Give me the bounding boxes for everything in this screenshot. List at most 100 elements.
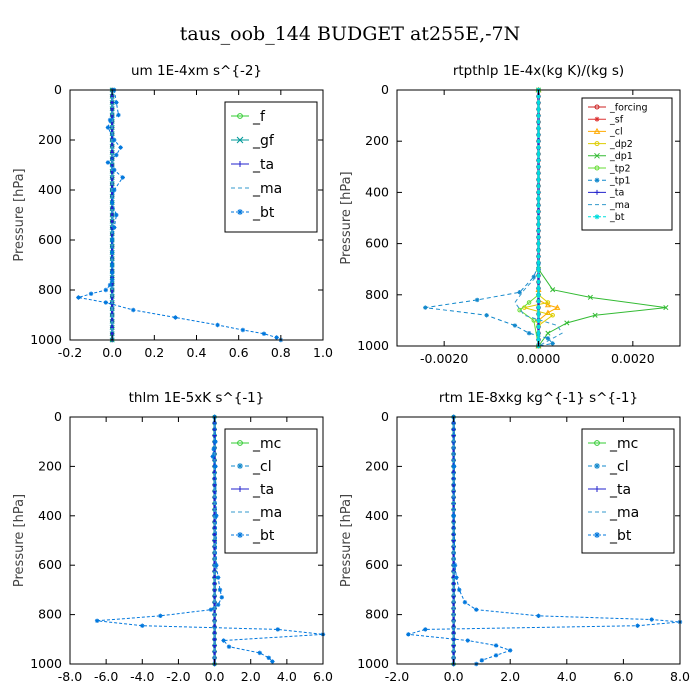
y-tick-label: 200 <box>38 132 62 147</box>
data-point <box>112 137 117 143</box>
data-point <box>215 322 220 328</box>
legend-marker <box>237 532 243 538</box>
y-tick-label: 0 <box>381 82 389 97</box>
y-tick-label: 200 <box>365 458 389 473</box>
legend: _forcing _sf_cl_dp2_dp1_tp2 _tp1_ta_ma_bt <box>581 97 673 231</box>
data-point <box>536 119 541 125</box>
data-point <box>103 300 109 305</box>
y-axis-label: Pressure [hPa] <box>12 168 27 261</box>
data-point <box>484 313 489 318</box>
x-tick-label: 0.6 <box>229 345 249 360</box>
data-point <box>213 464 218 469</box>
legend-marker <box>593 127 601 134</box>
data-point <box>536 267 541 272</box>
data-point <box>158 613 163 619</box>
data-point <box>114 152 119 158</box>
panel-title: thlm 1E-5xK s^{-1} <box>129 390 265 406</box>
legend-item-dp2: _dp2 <box>588 139 633 150</box>
data-point <box>214 563 219 568</box>
x-tick-label: -6.0 <box>94 669 118 684</box>
data-point <box>536 279 541 285</box>
data-point <box>275 627 281 632</box>
legend-marker <box>237 486 243 492</box>
data-point <box>536 158 541 163</box>
legend-item-mc: _mc <box>588 436 638 452</box>
legend-item-ta: _ta <box>588 482 631 498</box>
legend-item-gf: _gf <box>231 133 275 149</box>
data-point <box>536 299 541 304</box>
x-tick-label: 0.4 <box>187 345 207 360</box>
data-point <box>131 307 136 313</box>
legend-label: _cl <box>609 127 623 138</box>
data-point <box>452 563 458 568</box>
legend-label: _bt <box>609 212 625 223</box>
data-point <box>517 290 522 295</box>
plot-frame <box>69 416 324 665</box>
data-point <box>210 454 215 459</box>
legend-item-cl: _cl <box>588 459 629 475</box>
legend-item-cl: _cl <box>588 127 623 138</box>
legend-label: _sf <box>609 115 624 126</box>
data-point <box>545 330 551 336</box>
series-line <box>425 90 554 347</box>
data-point <box>208 607 214 612</box>
series-bt <box>76 87 284 343</box>
legend-label: _dp1 <box>609 151 633 162</box>
y-tick-label: 400 <box>365 184 389 199</box>
legend-label: _ta <box>252 482 274 498</box>
data-point <box>214 513 219 518</box>
data-point <box>564 320 570 326</box>
data-point <box>536 100 541 105</box>
legend-marker <box>594 177 600 183</box>
data-point <box>531 274 536 280</box>
data-point <box>215 575 221 580</box>
data-point <box>105 160 111 165</box>
data-point <box>109 262 115 268</box>
legend: _mc _cl _ta _ma _bt <box>224 428 318 554</box>
data-point <box>536 305 541 310</box>
x-tick-label: 2.0 <box>500 669 520 684</box>
x-tick-label: 0.0 <box>205 669 225 684</box>
y-tick-label: 1000 <box>30 332 62 347</box>
y-tick-label: 400 <box>38 508 62 523</box>
y-tick-label: 600 <box>365 236 389 251</box>
data-point <box>474 297 480 303</box>
data-point <box>536 311 541 317</box>
data-point <box>536 132 541 137</box>
data-point <box>536 203 541 208</box>
x-tick-label: 8.0 <box>670 669 690 684</box>
y-tick-label: 200 <box>38 458 62 473</box>
legend-item-f: _f <box>231 109 266 125</box>
data-point <box>536 235 541 240</box>
data-point <box>536 247 541 253</box>
legend-item-bt: _bt <box>231 528 275 544</box>
chart-panel-3: thlm 1E-5xK s^{-1} Pressure [hPa] -8.0 -6.0… <box>12 390 333 684</box>
y-tick-label: 800 <box>365 287 389 302</box>
data-point <box>536 286 541 291</box>
data-point <box>226 644 232 649</box>
data-point <box>140 623 145 628</box>
chart-panel-2: rtpthlp 1E-4x(kg K)/(kg s) Pressure [hPa]… <box>339 63 681 366</box>
data-point <box>635 623 640 628</box>
x-tick-label: 4.0 <box>557 669 577 684</box>
legend-item-ma: _ma <box>588 200 630 211</box>
data-point <box>406 632 411 637</box>
data-point <box>94 618 100 623</box>
legend-marker <box>594 104 600 110</box>
legend-label: _bt <box>252 205 275 221</box>
y-tick-label: 400 <box>38 182 62 197</box>
data-point <box>474 607 479 612</box>
data-point <box>508 648 513 653</box>
data-point <box>587 294 593 300</box>
data-point <box>451 464 457 469</box>
data-point <box>451 513 456 518</box>
y-tick-label: 800 <box>365 607 389 622</box>
data-point <box>536 209 541 214</box>
data-point <box>536 292 541 297</box>
data-point <box>109 200 115 205</box>
series-bt <box>406 414 683 667</box>
x-tick-label: 1.0 <box>313 345 333 360</box>
legend-marker <box>237 161 243 167</box>
legend-marker <box>237 209 243 215</box>
x-tick-label: 6.0 <box>313 669 333 684</box>
